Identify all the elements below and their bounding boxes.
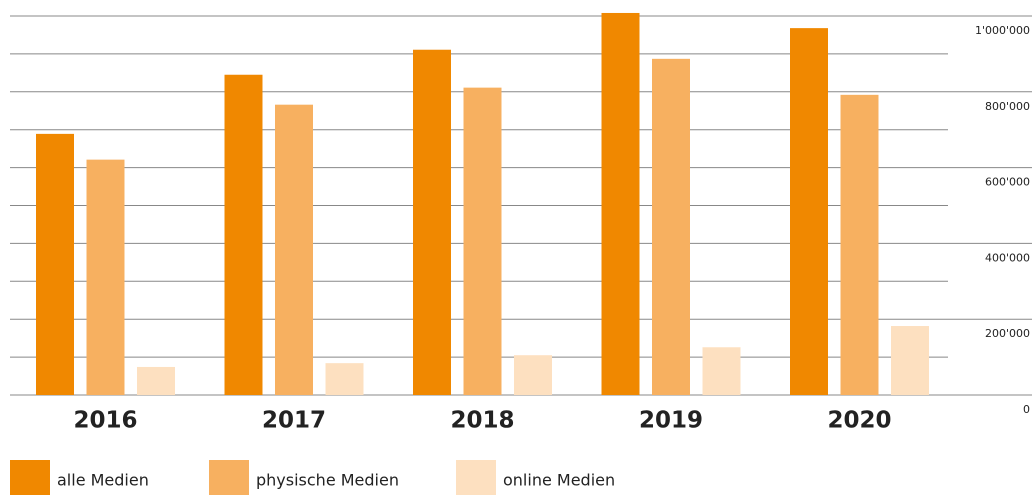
x-tick-label: 2017 [262, 408, 326, 434]
bar [137, 366, 175, 395]
bar [702, 347, 741, 395]
x-tick-label: 2019 [639, 408, 703, 434]
bar [652, 58, 690, 396]
bar [790, 28, 828, 396]
bar [463, 87, 502, 396]
bar [840, 94, 879, 395]
bar [36, 133, 74, 395]
y-tick-label: 800'000 [985, 100, 1030, 113]
bar [86, 159, 125, 395]
y-tick-label: 0 [1023, 403, 1030, 416]
bar [891, 326, 929, 395]
bar [325, 363, 364, 395]
bar [413, 49, 451, 396]
y-tick-label: 400'000 [985, 251, 1030, 264]
legend-label: physische Medien [256, 471, 399, 490]
bar [514, 355, 552, 395]
bar [275, 104, 313, 395]
x-tick-label: 2016 [73, 408, 137, 434]
y-tick-label: 600'000 [985, 176, 1030, 189]
x-tick-label: 2018 [450, 408, 514, 434]
y-tick-label: 1'000'000 [975, 24, 1030, 37]
bar [224, 74, 263, 396]
legend-swatch [10, 460, 50, 495]
legend-swatch [209, 460, 249, 495]
y-tick-label: 200'000 [985, 327, 1030, 340]
x-tick-label: 2020 [827, 408, 891, 434]
legend-label: online Medien [503, 471, 615, 490]
legend-swatch [456, 460, 496, 495]
legend-label: alle Medien [57, 471, 149, 490]
bar [601, 12, 640, 396]
